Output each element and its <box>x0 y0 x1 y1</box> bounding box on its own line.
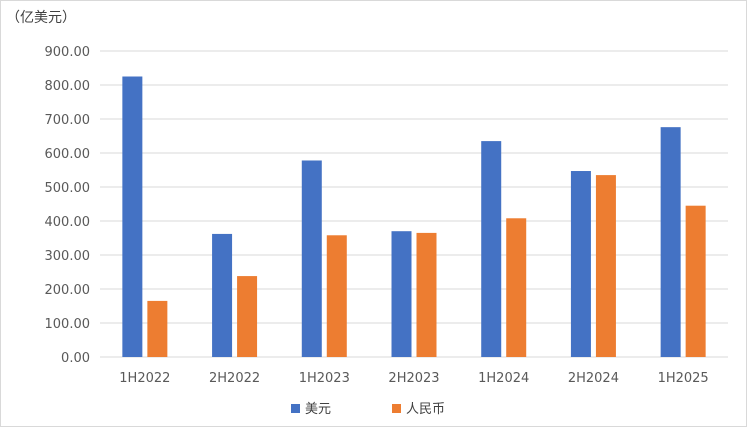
gridlines <box>100 50 728 358</box>
y-tick-label: 600.00 <box>45 147 91 162</box>
bar-usd <box>391 231 412 357</box>
bars <box>122 76 706 357</box>
bar-usd <box>122 76 143 357</box>
legend: 美元 人民币 <box>291 402 445 417</box>
legend-label: 美元 <box>305 402 331 417</box>
x-tick-label: 2H2022 <box>209 371 260 386</box>
y-tick-label: 800.00 <box>45 79 91 94</box>
x-tick-label: 1H2024 <box>478 371 529 386</box>
bar-rmb <box>506 218 527 357</box>
y-tick-label: 500.00 <box>45 181 91 196</box>
bar-usd <box>212 233 233 357</box>
bar-rmb <box>326 235 347 357</box>
legend-swatch <box>291 404 300 413</box>
x-axis-ticks: 1H2022 2H2022 1H2023 2H2023 1H2024 2H2024 1H20… <box>119 371 708 386</box>
y-tick-label: 100.00 <box>45 317 91 332</box>
bar-usd <box>301 160 322 357</box>
bar-rmb <box>147 300 168 357</box>
y-tick-label: 400.00 <box>45 215 91 230</box>
y-tick-label: 300.00 <box>45 249 91 264</box>
x-tick-label: 1H2025 <box>658 371 709 386</box>
x-tick-label: 1H2023 <box>299 371 350 386</box>
legend-label: 人民币 <box>406 402 445 417</box>
x-tick-label: 2H2023 <box>388 371 439 386</box>
bar-usd <box>660 127 681 357</box>
y-tick-label: 200.00 <box>45 283 91 298</box>
unit-label: （亿美元） <box>6 10 76 26</box>
legend-swatch <box>392 404 401 413</box>
bar-usd <box>570 171 591 357</box>
y-axis-ticks: 0.00 100.00 200.00 300.00 400.00 500.00 600.00… <box>45 45 91 366</box>
bar-rmb <box>237 276 258 357</box>
x-tick-label: 1H2022 <box>119 371 170 386</box>
y-tick-label: 900.00 <box>45 45 91 60</box>
bar-rmb <box>685 205 706 357</box>
bar-rmb <box>416 232 437 357</box>
x-tick-label: 2H2024 <box>568 371 619 386</box>
bar-usd <box>481 141 502 357</box>
y-tick-label: 0.00 <box>61 351 90 366</box>
bar-rmb <box>595 175 616 357</box>
y-tick-label: 700.00 <box>45 113 91 128</box>
